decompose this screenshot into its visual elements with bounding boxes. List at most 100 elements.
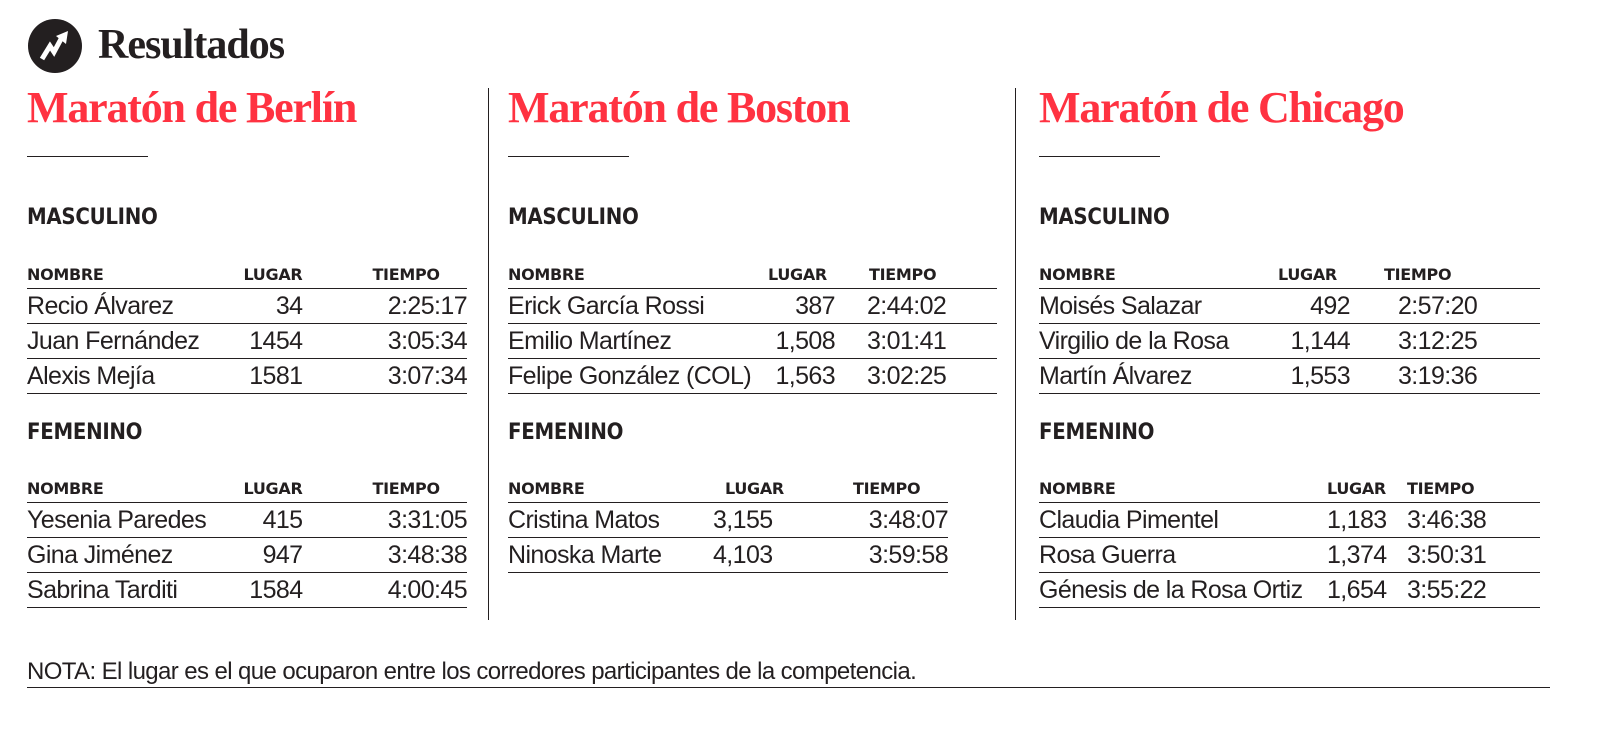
cell-name: Recio Álvarez: [27, 288, 232, 324]
cell-place: 1,144: [1274, 323, 1351, 359]
header-tiempo: TIEMPO: [1350, 258, 1540, 289]
cell-name: Rosa Guerra: [1039, 537, 1327, 573]
header-tiempo: TIEMPO: [302, 258, 467, 289]
cell-time: 3:50:31: [1407, 537, 1540, 573]
cell-name: Virgilio de la Rosa: [1039, 323, 1274, 359]
cell-place: 4,103: [713, 537, 813, 573]
table-row: Cristina Matos 3,155 3:48:07: [508, 502, 949, 538]
cell-name: Génesis de la Rosa Ortiz: [1039, 572, 1327, 608]
table-row: Felipe González (COL) 1,563 3:02:25: [508, 358, 997, 394]
cell-place: 1584: [231, 572, 303, 608]
cell-name: Martín Álvarez: [1039, 358, 1274, 394]
cell-time: 2:25:17: [302, 288, 468, 324]
cell-name: Ninoska Marte: [508, 537, 713, 573]
cell-time: 3:31:05: [302, 502, 468, 538]
cell-place: 1,374: [1327, 537, 1407, 573]
section-femenino: FEMENINO: [508, 420, 624, 445]
cell-time: 3:01:41: [835, 323, 997, 359]
cell-place: 1,508: [763, 323, 836, 359]
results-table-masculino: NOMBRE LUGAR TIEMPO Moisés Salazar 492 2…: [1039, 258, 1540, 394]
header-tiempo: TIEMPO: [1407, 472, 1540, 503]
cell-name: Emilio Martínez: [508, 323, 763, 359]
results-table-masculino: NOMBRE LUGAR TIEMPO Recio Álvarez 34 2:2…: [27, 258, 468, 394]
cell-name: Moisés Salazar: [1039, 288, 1274, 324]
table-row: Claudia Pimentel 1,183 3:46:38: [1039, 502, 1540, 538]
title-rule: [1039, 156, 1160, 157]
column-title: Maratón de Berlín: [27, 83, 357, 132]
cell-name: Felipe González (COL): [508, 358, 763, 394]
header-nombre: NOMBRE: [27, 472, 232, 503]
header-nombre: NOMBRE: [1039, 472, 1327, 503]
table-row: Recio Álvarez 34 2:25:17: [27, 288, 468, 324]
cell-time: 3:55:22: [1407, 572, 1540, 608]
cell-time: 3:05:34: [302, 323, 468, 359]
cell-name: Erick García Rossi: [508, 288, 763, 324]
footnote: NOTA: El lugar es el que ocuparon entre …: [27, 658, 917, 685]
table-row: Martín Álvarez 1,553 3:19:36: [1039, 358, 1540, 394]
table-row: Génesis de la Rosa Ortiz 1,654 3:55:22: [1039, 572, 1540, 608]
cell-place: 3,155: [713, 502, 813, 538]
cell-time: 3:19:36: [1350, 358, 1540, 394]
cell-place: 947: [231, 537, 303, 573]
cell-place: 1454: [231, 323, 303, 359]
column-title: Maratón de Chicago: [1039, 83, 1405, 132]
section-femenino: FEMENINO: [27, 420, 143, 445]
header-tiempo: TIEMPO: [302, 472, 467, 503]
cell-place: 387: [763, 288, 836, 324]
cell-place: 492: [1274, 288, 1351, 324]
section-masculino: MASCULINO: [1039, 205, 1170, 230]
table-row: Juan Fernández 1454 3:05:34: [27, 323, 468, 359]
header-nombre: NOMBRE: [1039, 258, 1274, 289]
column-title: Maratón de Boston: [508, 83, 851, 132]
table-row: Moisés Salazar 492 2:57:20: [1039, 288, 1540, 324]
cell-time: 3:48:38: [302, 537, 468, 573]
table-row: Emilio Martínez 1,508 3:01:41: [508, 323, 997, 359]
column-divider: [1015, 88, 1016, 620]
cell-time: 3:48:07: [813, 502, 949, 538]
header-lugar: LUGAR: [1327, 472, 1407, 503]
title-rule: [27, 156, 148, 157]
section-masculino: MASCULINO: [27, 205, 158, 230]
table-row: Ninoska Marte 4,103 3:59:58: [508, 537, 949, 573]
results-table-femenino: NOMBRE LUGAR TIEMPO Claudia Pimentel 1,1…: [1039, 472, 1540, 608]
table-row: Sabrina Tarditi 1584 4:00:45: [27, 572, 468, 608]
header-lugar: LUGAR: [231, 258, 303, 289]
header-lugar: LUGAR: [1274, 258, 1350, 289]
header-tiempo: TIEMPO: [835, 258, 997, 289]
page-title: Resultados: [98, 22, 285, 68]
cell-place: 415: [231, 502, 303, 538]
title-rule: [508, 156, 629, 157]
cell-time: 3:12:25: [1350, 323, 1540, 359]
cell-place: 1,553: [1274, 358, 1351, 394]
cell-time: 4:00:45: [302, 572, 468, 608]
header-nombre: NOMBRE: [508, 472, 713, 503]
header-nombre: NOMBRE: [508, 258, 763, 289]
cell-place: 1,183: [1327, 502, 1407, 538]
table-row: Erick García Rossi 387 2:44:02: [508, 288, 997, 324]
cell-time: 3:59:58: [813, 537, 949, 573]
column-divider: [488, 88, 489, 620]
cell-place: 1,563: [763, 358, 836, 394]
section-femenino: FEMENINO: [1039, 420, 1155, 445]
table-row: Virgilio de la Rosa 1,144 3:12:25: [1039, 323, 1540, 359]
table-row: Yesenia Paredes 415 3:31:05: [27, 502, 468, 538]
header-lugar: LUGAR: [231, 472, 303, 503]
header-lugar: LUGAR: [713, 472, 813, 503]
cell-name: Cristina Matos: [508, 502, 713, 538]
results-table-femenino: NOMBRE LUGAR TIEMPO Cristina Matos 3,155…: [508, 472, 949, 573]
cell-name: Yesenia Paredes: [27, 502, 232, 538]
cell-place: 1,654: [1327, 572, 1407, 608]
cell-place: 1581: [231, 358, 303, 394]
cell-time: 2:44:02: [835, 288, 997, 324]
cell-time: 3:46:38: [1407, 502, 1540, 538]
results-table-masculino: NOMBRE LUGAR TIEMPO Erick García Rossi 3…: [508, 258, 997, 394]
footnote-rule: [27, 687, 1550, 688]
table-row: Gina Jiménez 947 3:48:38: [27, 537, 468, 573]
header-nombre: NOMBRE: [27, 258, 232, 289]
results-table-femenino: NOMBRE LUGAR TIEMPO Yesenia Paredes 415 …: [27, 472, 468, 608]
header-tiempo: TIEMPO: [813, 472, 948, 503]
cell-name: Juan Fernández: [27, 323, 232, 359]
cell-time: 3:07:34: [302, 358, 468, 394]
table-row: Alexis Mejía 1581 3:07:34: [27, 358, 468, 394]
cell-name: Gina Jiménez: [27, 537, 232, 573]
